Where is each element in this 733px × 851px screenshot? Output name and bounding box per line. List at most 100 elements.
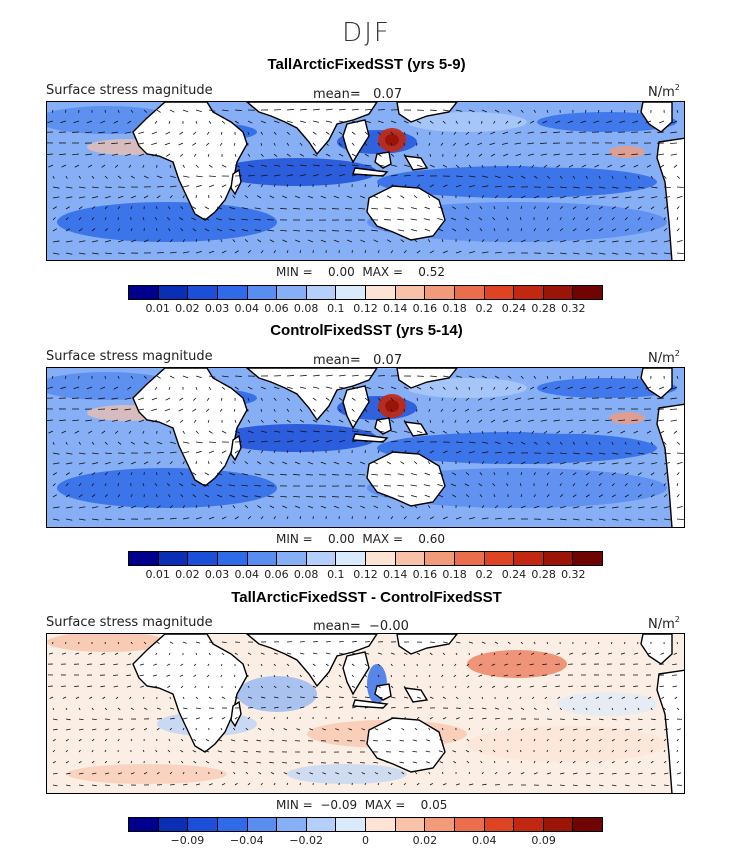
wind-vector bbox=[221, 516, 227, 520]
wind-vector bbox=[663, 718, 669, 720]
colorbar-cell bbox=[514, 818, 544, 831]
wind-vector bbox=[542, 663, 548, 666]
colorbar-cell bbox=[158, 552, 189, 565]
wind-vector bbox=[221, 164, 227, 168]
wind-vector bbox=[286, 131, 291, 135]
colorbar-tick-label: 0.2 bbox=[475, 302, 494, 315]
wind-vector bbox=[585, 228, 590, 232]
wind-vector bbox=[269, 505, 275, 509]
wind-vector bbox=[390, 184, 393, 188]
wind-vector bbox=[598, 175, 601, 179]
wind-vector bbox=[165, 131, 171, 135]
wind-vector bbox=[650, 175, 654, 179]
coastline bbox=[352, 433, 389, 443]
wind-vector bbox=[468, 783, 474, 786]
wind-vector bbox=[130, 728, 135, 731]
wind-vector bbox=[403, 685, 406, 689]
wind-vector bbox=[663, 175, 667, 179]
wind-vector bbox=[465, 206, 470, 210]
wind-vector bbox=[351, 120, 359, 123]
wind-vector bbox=[585, 452, 593, 455]
wind-vector bbox=[468, 251, 476, 254]
wind-vector bbox=[453, 760, 457, 764]
wind-vector bbox=[637, 175, 640, 179]
wind-vector bbox=[216, 228, 223, 232]
colorbar-cell bbox=[336, 286, 366, 299]
wind-vector bbox=[624, 641, 626, 645]
wind-vector bbox=[403, 174, 411, 177]
wind-vector bbox=[529, 663, 535, 666]
wind-vector bbox=[208, 109, 216, 112]
wind-vector bbox=[221, 652, 225, 656]
wind-vector bbox=[647, 652, 652, 655]
wind-vector bbox=[168, 760, 171, 764]
wind-vector bbox=[325, 696, 331, 698]
wind-vector bbox=[442, 516, 448, 520]
wind-vector bbox=[650, 760, 654, 764]
wind-vector bbox=[585, 749, 588, 753]
wind-vector bbox=[204, 472, 210, 476]
wind-vector bbox=[580, 120, 587, 124]
wind-vector bbox=[390, 706, 396, 709]
contour-region bbox=[217, 158, 377, 186]
wind-vector bbox=[533, 472, 536, 476]
colorbar-cell bbox=[454, 818, 485, 831]
wind-vector bbox=[533, 641, 536, 645]
wind-vector bbox=[598, 760, 602, 764]
wind-vector bbox=[195, 195, 197, 199]
wind-vector bbox=[91, 206, 96, 210]
wind-vector bbox=[182, 505, 186, 509]
wind-vector bbox=[623, 109, 626, 113]
wind-vector bbox=[502, 397, 509, 401]
wind-vector bbox=[606, 120, 613, 124]
contour-region bbox=[287, 764, 407, 784]
wind-vector bbox=[117, 472, 121, 476]
wind-vector bbox=[481, 717, 487, 720]
colorbar-tick-label: 0.12 bbox=[353, 568, 378, 581]
wind-vector bbox=[663, 494, 668, 498]
wind-vector bbox=[233, 727, 236, 731]
wind-vector bbox=[416, 164, 423, 168]
wind-vector bbox=[650, 196, 658, 199]
colorbar-cell bbox=[425, 818, 455, 831]
wind-vector bbox=[650, 728, 656, 731]
wind-vector bbox=[65, 772, 71, 775]
wind-vector bbox=[559, 483, 562, 487]
wind-vector bbox=[410, 484, 418, 487]
wind-vector bbox=[78, 441, 81, 445]
wind-vector bbox=[546, 760, 549, 764]
wind-vector bbox=[559, 452, 567, 455]
wind-vector bbox=[247, 153, 251, 157]
wind-vector bbox=[141, 652, 145, 656]
wind-vector bbox=[52, 452, 60, 455]
wind-vector bbox=[390, 120, 397, 124]
wind-vector bbox=[507, 109, 512, 113]
colorbar-cell bbox=[158, 286, 189, 299]
wind-vector bbox=[280, 229, 288, 232]
wind-vector bbox=[260, 696, 266, 699]
wind-vector bbox=[540, 419, 548, 422]
wind-vector bbox=[441, 727, 444, 731]
colorbar-cell bbox=[395, 286, 426, 299]
wind-vector bbox=[206, 397, 210, 401]
wind-vector bbox=[386, 505, 392, 509]
wind-vector bbox=[234, 685, 237, 689]
wind-vector bbox=[299, 430, 307, 433]
wind-vector bbox=[503, 153, 509, 157]
wind-vector bbox=[465, 472, 470, 476]
panel1-title: TallArcticFixedSST (yrs 5-9) bbox=[267, 56, 466, 73]
wind-vector bbox=[468, 441, 476, 444]
wind-vector bbox=[427, 195, 431, 199]
wind-vector bbox=[390, 430, 398, 433]
wind-vector bbox=[465, 397, 470, 401]
wind-vector bbox=[658, 120, 665, 124]
wind-vector bbox=[91, 749, 94, 753]
wind-vector bbox=[195, 717, 201, 720]
wind-vector bbox=[650, 738, 654, 742]
wind-vector bbox=[182, 164, 185, 168]
wind-vector bbox=[619, 120, 626, 124]
wind-vector bbox=[553, 397, 561, 400]
contour-region bbox=[57, 202, 277, 242]
wind-vector bbox=[399, 739, 405, 742]
wind-vector bbox=[501, 142, 509, 145]
